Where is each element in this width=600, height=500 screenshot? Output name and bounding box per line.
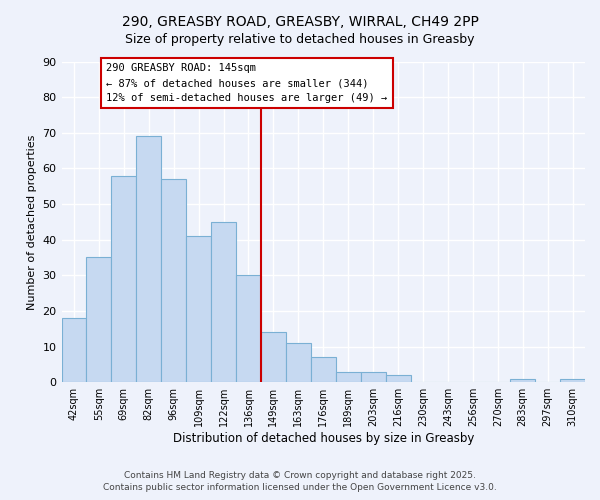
Bar — [62, 318, 86, 382]
Bar — [510, 378, 535, 382]
Bar — [560, 378, 585, 382]
Bar — [112, 176, 136, 382]
Text: Contains HM Land Registry data © Crown copyright and database right 2025.
Contai: Contains HM Land Registry data © Crown c… — [103, 471, 497, 492]
Bar — [161, 179, 186, 382]
Bar — [236, 276, 261, 382]
Bar — [211, 222, 236, 382]
Text: 290, GREASBY ROAD, GREASBY, WIRRAL, CH49 2PP: 290, GREASBY ROAD, GREASBY, WIRRAL, CH49… — [122, 15, 478, 29]
Bar — [186, 236, 211, 382]
Bar — [386, 375, 410, 382]
Bar — [336, 372, 361, 382]
Bar — [286, 343, 311, 382]
X-axis label: Distribution of detached houses by size in Greasby: Distribution of detached houses by size … — [173, 432, 474, 445]
Y-axis label: Number of detached properties: Number of detached properties — [27, 134, 37, 310]
Bar — [261, 332, 286, 382]
Text: Size of property relative to detached houses in Greasby: Size of property relative to detached ho… — [125, 32, 475, 46]
Bar — [136, 136, 161, 382]
Bar — [361, 372, 386, 382]
Bar — [311, 358, 336, 382]
Bar — [86, 258, 112, 382]
Text: 290 GREASBY ROAD: 145sqm
← 87% of detached houses are smaller (344)
12% of semi-: 290 GREASBY ROAD: 145sqm ← 87% of detach… — [106, 64, 388, 103]
